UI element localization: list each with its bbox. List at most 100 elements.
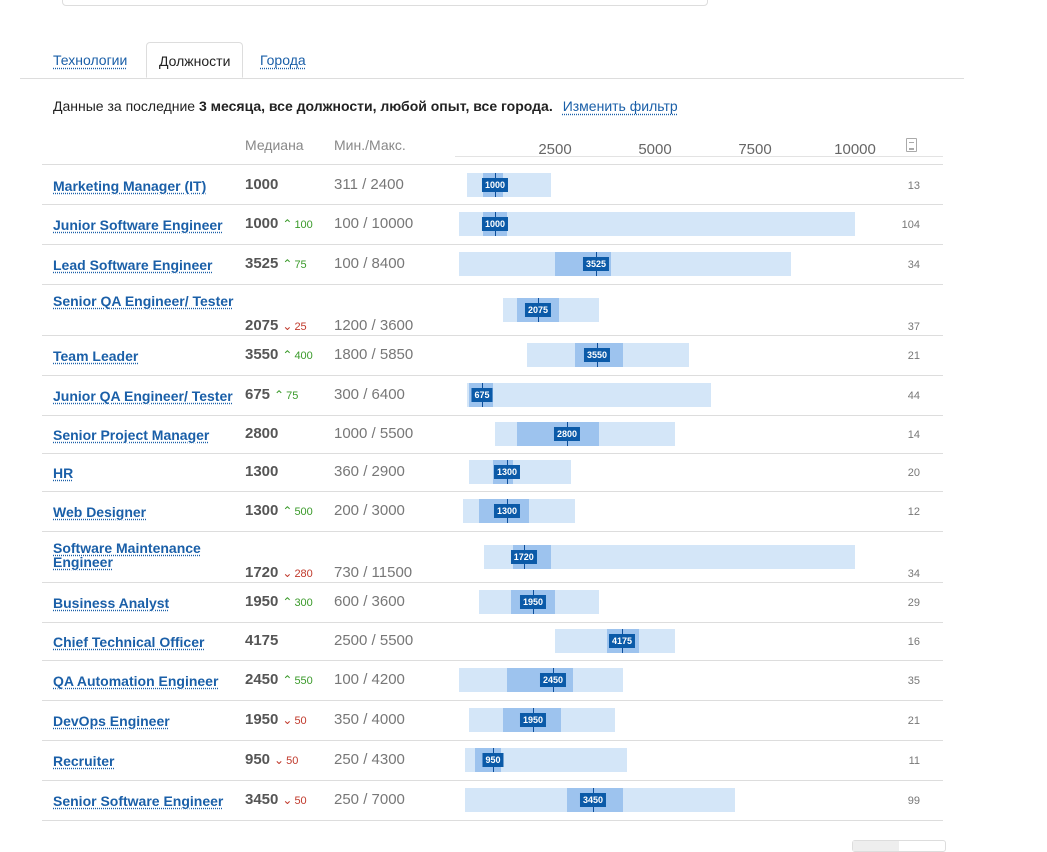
median-bar-label: 2800 <box>553 427 581 441</box>
position-title-link[interactable]: Junior QA Engineer/ Tester <box>53 388 233 404</box>
sample-count: 21 <box>907 350 920 362</box>
minmax-value: 100 / 8400 <box>334 255 405 272</box>
median-decrease: ⌄ 50 <box>282 713 307 727</box>
median-number: 3550 <box>245 346 279 363</box>
median-change-value: 300 <box>294 597 313 609</box>
median-value: 3550 ⌃ 400 <box>245 346 313 363</box>
position-title-link[interactable]: Team Leader <box>53 348 139 364</box>
position-title-link[interactable]: Junior Software Engineer <box>53 217 223 233</box>
position-title-link[interactable]: DevOps Engineer <box>53 713 170 729</box>
arrow-down-icon: ⌄ <box>282 319 293 333</box>
sample-count: 12 <box>907 506 920 518</box>
position-title-link[interactable]: Lead Software Engineer <box>53 257 213 273</box>
median-number: 2450 <box>245 671 279 688</box>
position-title-link[interactable]: Senior Software Engineer <box>53 793 224 809</box>
header-divider <box>42 164 943 165</box>
median-change-value: 50 <box>294 715 307 727</box>
median-value: 3525 ⌃ 75 <box>245 255 307 272</box>
table-row: HR 1300 360 / 2900 20 1300 <box>42 453 943 492</box>
median-value: 3450 ⌄ 50 <box>245 791 307 808</box>
filter-summary: Данные за последние 3 месяца, все должно… <box>53 98 678 114</box>
table-row: Business Analyst 1950 ⌃ 300 600 / 3600 29 1950 <box>42 582 943 623</box>
median-number: 1950 <box>245 593 279 610</box>
document-icon[interactable] <box>906 138 917 152</box>
position-title-link[interactable]: Chief Technical Officer <box>53 634 205 650</box>
table-row: Senior QA Engineer/ Tester 2075 ⌄ 25 1200 / … <box>42 284 943 336</box>
median-value: 1000 <box>245 176 278 193</box>
median-value: 2800 <box>245 425 278 442</box>
sample-count: 11 <box>908 755 920 767</box>
table-row: QA Automation Engineer 2450 ⌃ 550 100 / 4200… <box>42 660 943 701</box>
tab-technologies[interactable]: Технологии <box>53 52 128 68</box>
search-input[interactable] <box>62 0 708 6</box>
minmax-value: 250 / 7000 <box>334 791 405 808</box>
tab-bar: Технологии Должности Города <box>20 42 964 79</box>
median-bar-label: 1300 <box>493 504 521 518</box>
position-title-link[interactable]: Business Analyst <box>53 595 170 611</box>
position-title-link[interactable]: HR <box>53 465 74 481</box>
median-change-value: 500 <box>294 506 313 518</box>
tab-positions[interactable]: Должности <box>146 42 244 78</box>
median-change-value: 50 <box>294 795 307 807</box>
median-change-value: 280 <box>294 568 313 580</box>
median-bar-label: 3450 <box>579 793 607 807</box>
median-bar-label: 1300 <box>493 465 521 479</box>
table-row: Chief Technical Officer 4175 2500 / 5500 16… <box>42 622 943 661</box>
median-change-value: 400 <box>294 350 313 362</box>
position-title-link[interactable]: Senior QA Engineer/ Tester <box>53 293 234 309</box>
minmax-value: 730 / 11500 <box>334 564 413 581</box>
median-value: 950 ⌄ 50 <box>245 751 298 768</box>
median-number: 2800 <box>245 425 279 442</box>
minmax-value: 2500 / 5500 <box>334 632 414 649</box>
median-increase: ⌃ 100 <box>282 217 313 231</box>
median-value: 1300 ⌃ 500 <box>245 502 313 519</box>
arrow-up-icon: ⌃ <box>282 504 293 518</box>
salary-range-bar <box>469 460 571 484</box>
position-title-link[interactable]: Senior Project Manager <box>53 427 210 443</box>
median-bar-label: 2075 <box>524 303 552 317</box>
sample-count: 99 <box>907 795 920 807</box>
table-row: Junior Software Engineer 1000 ⌃ 100 100 / 10… <box>42 204 943 245</box>
median-number: 1300 <box>245 502 279 519</box>
median-increase: ⌃ 550 <box>282 673 312 687</box>
position-title-link[interactable]: QA Automation Engineer <box>53 673 219 689</box>
median-bar-label: 950 <box>482 753 504 767</box>
minmax-value: 600 / 3600 <box>334 593 405 610</box>
arrow-up-icon: ⌃ <box>282 673 293 687</box>
median-decrease: ⌄ 25 <box>282 319 306 333</box>
median-bar-label: 2450 <box>539 673 567 687</box>
arrow-up-icon: ⌃ <box>282 257 293 271</box>
median-change-value: 75 <box>294 259 307 271</box>
median-number: 675 <box>245 386 271 403</box>
change-filter-link[interactable]: Изменить фильтр <box>562 98 678 114</box>
median-increase: ⌃ 500 <box>282 504 313 518</box>
filter-criteria: 3 месяца, все должности, любой опыт, все… <box>198 98 553 114</box>
median-change-value: 100 <box>294 219 313 231</box>
median-number: 1000 <box>245 215 279 232</box>
position-title-link[interactable]: Recruiter <box>53 753 115 769</box>
position-title-link[interactable]: Marketing Manager (IT) <box>53 178 207 194</box>
median-number: 3450 <box>245 791 279 808</box>
sample-count: 20 <box>907 467 920 479</box>
sample-count: 13 <box>907 180 920 192</box>
position-title-link[interactable]: Software Maintenance Engineer <box>53 540 201 570</box>
median-number: 3525 <box>245 255 279 272</box>
sample-count: 29 <box>907 597 920 609</box>
table-row: Software Maintenance Engineer 1720 ⌄ 280 730… <box>42 531 943 583</box>
axis-tick-label: 2500 <box>538 141 572 158</box>
position-title-link[interactable]: Web Designer <box>53 504 147 520</box>
table-row: Junior QA Engineer/ Tester 675 ⌃ 75 300 / 64… <box>42 375 943 416</box>
arrow-down-icon: ⌄ <box>282 566 293 580</box>
sample-count: 104 <box>901 219 920 231</box>
salary-range-bar <box>467 173 551 197</box>
table-row: Marketing Manager (IT) 1000 311 / 2400 13 10… <box>42 165 943 205</box>
median-change-value: 50 <box>286 755 299 767</box>
pagination[interactable] <box>852 840 946 852</box>
tab-cities[interactable]: Города <box>260 52 306 68</box>
table-row: Senior Software Engineer 3450 ⌄ 50 250 / 700… <box>42 780 943 821</box>
median-number: 1000 <box>245 176 279 193</box>
median-bar-label: 1000 <box>481 178 509 192</box>
arrow-down-icon: ⌄ <box>282 793 293 807</box>
sample-count: 14 <box>907 429 920 441</box>
